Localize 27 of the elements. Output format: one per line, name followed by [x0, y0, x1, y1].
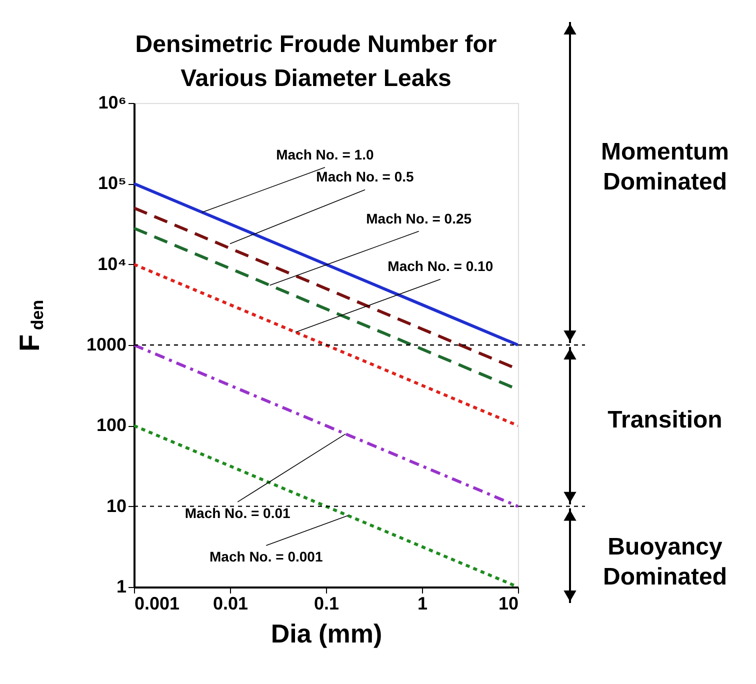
annotation: Mach No. = 1.0: [276, 146, 374, 162]
annotation: Mach No. = 0.10: [388, 258, 494, 274]
text: Transition: [608, 406, 722, 434]
x-tick-label: 10: [498, 594, 518, 614]
y-tick-label: 1000: [86, 334, 126, 354]
annotation: Mach No. = 0.01: [184, 504, 291, 521]
text: Momentum Dominated: [601, 138, 729, 196]
y-tick-label: 10⁴: [98, 254, 126, 274]
y-tick-label: 10⁶: [98, 92, 126, 112]
x-tick-label: 0.01: [212, 594, 248, 614]
y-tick-label: 10: [106, 496, 126, 516]
chart-title: Densimetric Froude Number for Various Diameter Leaks: [135, 31, 497, 92]
y-tick-label: 100: [96, 415, 126, 436]
y-tick-label: 10⁵: [98, 173, 126, 194]
x-tick-label: 0.1: [314, 594, 340, 614]
x-tick-label: 1: [417, 594, 428, 614]
annotation: Mach No. = 0.5: [316, 168, 414, 185]
annotation: Mach No. = 0.25: [366, 210, 472, 226]
line-series: [134, 182, 518, 346]
text: Buoyancy Dominated: [602, 534, 728, 591]
line-series: [134, 344, 518, 508]
line-series: [134, 262, 518, 428]
y-tick-label: 1: [116, 576, 126, 596]
annotation: Mach No. = 0.001: [210, 548, 323, 564]
x-axis-title: Dia (mm): [270, 618, 382, 648]
x-tick-label: 0.001: [134, 594, 180, 614]
y-axis-title: Fden: [14, 300, 47, 352]
